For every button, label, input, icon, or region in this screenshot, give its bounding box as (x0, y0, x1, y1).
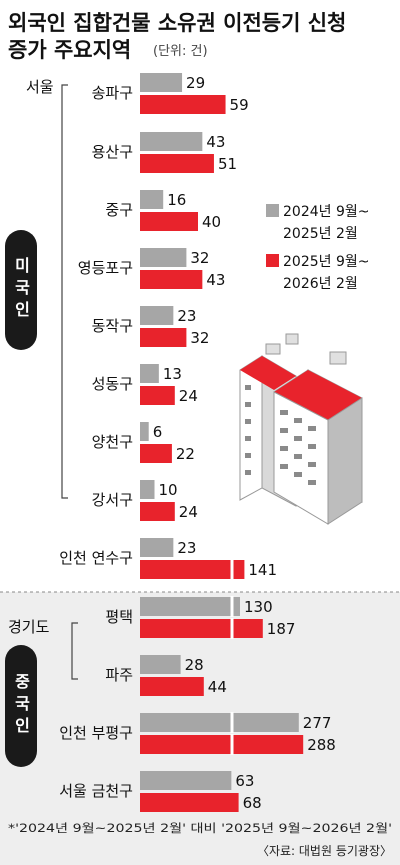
value-label: 187 (267, 620, 296, 638)
value-label: 32 (190, 249, 209, 267)
region-badge-us (5, 230, 37, 350)
region-label-gyeonggi: 경기도 (8, 618, 50, 636)
bar-series-0 (140, 306, 174, 325)
category-label: 송파구 (92, 84, 133, 102)
legend-label-2025-line2: 2026년 2월 (283, 276, 358, 292)
value-label: 63 (235, 772, 254, 790)
bar-series-0 (140, 597, 240, 616)
unit-label: (단위: 건) (153, 44, 208, 59)
category-label: 파주 (105, 666, 133, 684)
region-badge-us-label: 미국인 (12, 257, 31, 323)
bar-series-0 (140, 713, 299, 732)
bar-series-1 (140, 560, 245, 579)
value-label: 16 (167, 191, 186, 209)
bars-layer: 송파구 29 59 용산구 43 51 중구 16 40 영등포구 32 43 동작구 23 32 성동구 13… (59, 73, 336, 812)
bar-series-0 (140, 73, 183, 92)
bar-series-0 (140, 655, 181, 674)
source-note: 〈자료: 대법원 등기광장〉 (257, 844, 392, 858)
bar-series-0 (140, 422, 149, 441)
bar-series-1 (140, 677, 204, 696)
bar-series-1 (140, 502, 175, 521)
region-badge-china-label: 중국인 (12, 673, 31, 739)
region-label-seoul: 서울 (26, 78, 54, 96)
bar-series-1 (140, 735, 304, 754)
chart-title-line2: 증가 주요지역 (8, 38, 131, 62)
value-label: 141 (248, 561, 277, 579)
category-label: 동작구 (92, 317, 133, 335)
bar-series-0 (140, 248, 187, 267)
legend-label-2025-line1: 2025년 9월~ (283, 254, 369, 270)
value-label: 22 (176, 445, 195, 463)
value-label: 13 (163, 365, 182, 383)
bar-series-1 (140, 212, 198, 231)
footnote: *'2024년 9월~2025년 2월' 대비 '2025년 9월~2026년 … (8, 821, 392, 835)
gyeonggi-bracket (71, 622, 78, 680)
bar-series-0 (140, 132, 203, 151)
legend-swatch-2025 (266, 254, 279, 267)
bar-series-1 (140, 270, 203, 289)
bar-series-1 (140, 95, 226, 114)
bar-series-1 (140, 386, 175, 405)
bar-series-0 (140, 190, 164, 209)
value-label: 23 (177, 307, 196, 325)
value-label: 43 (206, 133, 225, 151)
value-label: 288 (307, 736, 336, 754)
bar-series-0 (140, 364, 159, 383)
value-label: 59 (230, 96, 249, 114)
value-label: 6 (153, 423, 163, 441)
category-label: 중구 (105, 201, 133, 219)
category-label: 영등포구 (78, 259, 133, 277)
bar-series-0 (140, 771, 232, 790)
category-label: 평택 (105, 608, 133, 626)
legend-swatch-2024 (266, 204, 279, 217)
category-label: 강서구 (92, 491, 133, 509)
region-badge-china (5, 645, 37, 767)
value-label: 51 (218, 155, 237, 173)
bar-series-1 (140, 793, 239, 812)
building-illustration (239, 333, 363, 525)
seoul-bracket (61, 84, 68, 499)
category-label: 인천 부평구 (59, 724, 133, 742)
chart-title-line1: 외국인 집합건물 소유권 이전등기 신청 (8, 11, 346, 35)
value-label: 24 (179, 503, 198, 521)
value-label: 277 (303, 714, 332, 732)
value-label: 23 (177, 539, 196, 557)
bar-series-0 (140, 480, 155, 499)
value-label: 44 (208, 678, 227, 696)
value-label: 24 (179, 387, 198, 405)
legend-label-2024-line1: 2024년 9월~ (283, 204, 369, 220)
bar-series-0 (140, 538, 174, 557)
legend-label-2024-line2: 2025년 2월 (283, 226, 358, 242)
bar-series-1 (140, 328, 187, 347)
bar-series-1 (140, 619, 263, 638)
value-label: 29 (186, 74, 205, 92)
value-label: 10 (159, 481, 178, 499)
category-label: 양천구 (92, 433, 133, 451)
value-label: 68 (243, 794, 262, 812)
value-label: 43 (206, 271, 225, 289)
category-label: 서울 금천구 (59, 782, 133, 800)
category-label: 인천 연수구 (59, 549, 133, 567)
value-label: 32 (190, 329, 209, 347)
value-label: 40 (202, 213, 221, 231)
value-label: 28 (185, 656, 204, 674)
category-label: 용산구 (92, 143, 133, 161)
bar-series-1 (140, 154, 214, 173)
bar-series-1 (140, 444, 172, 463)
value-label: 130 (244, 598, 273, 616)
category-label: 성동구 (92, 375, 133, 393)
